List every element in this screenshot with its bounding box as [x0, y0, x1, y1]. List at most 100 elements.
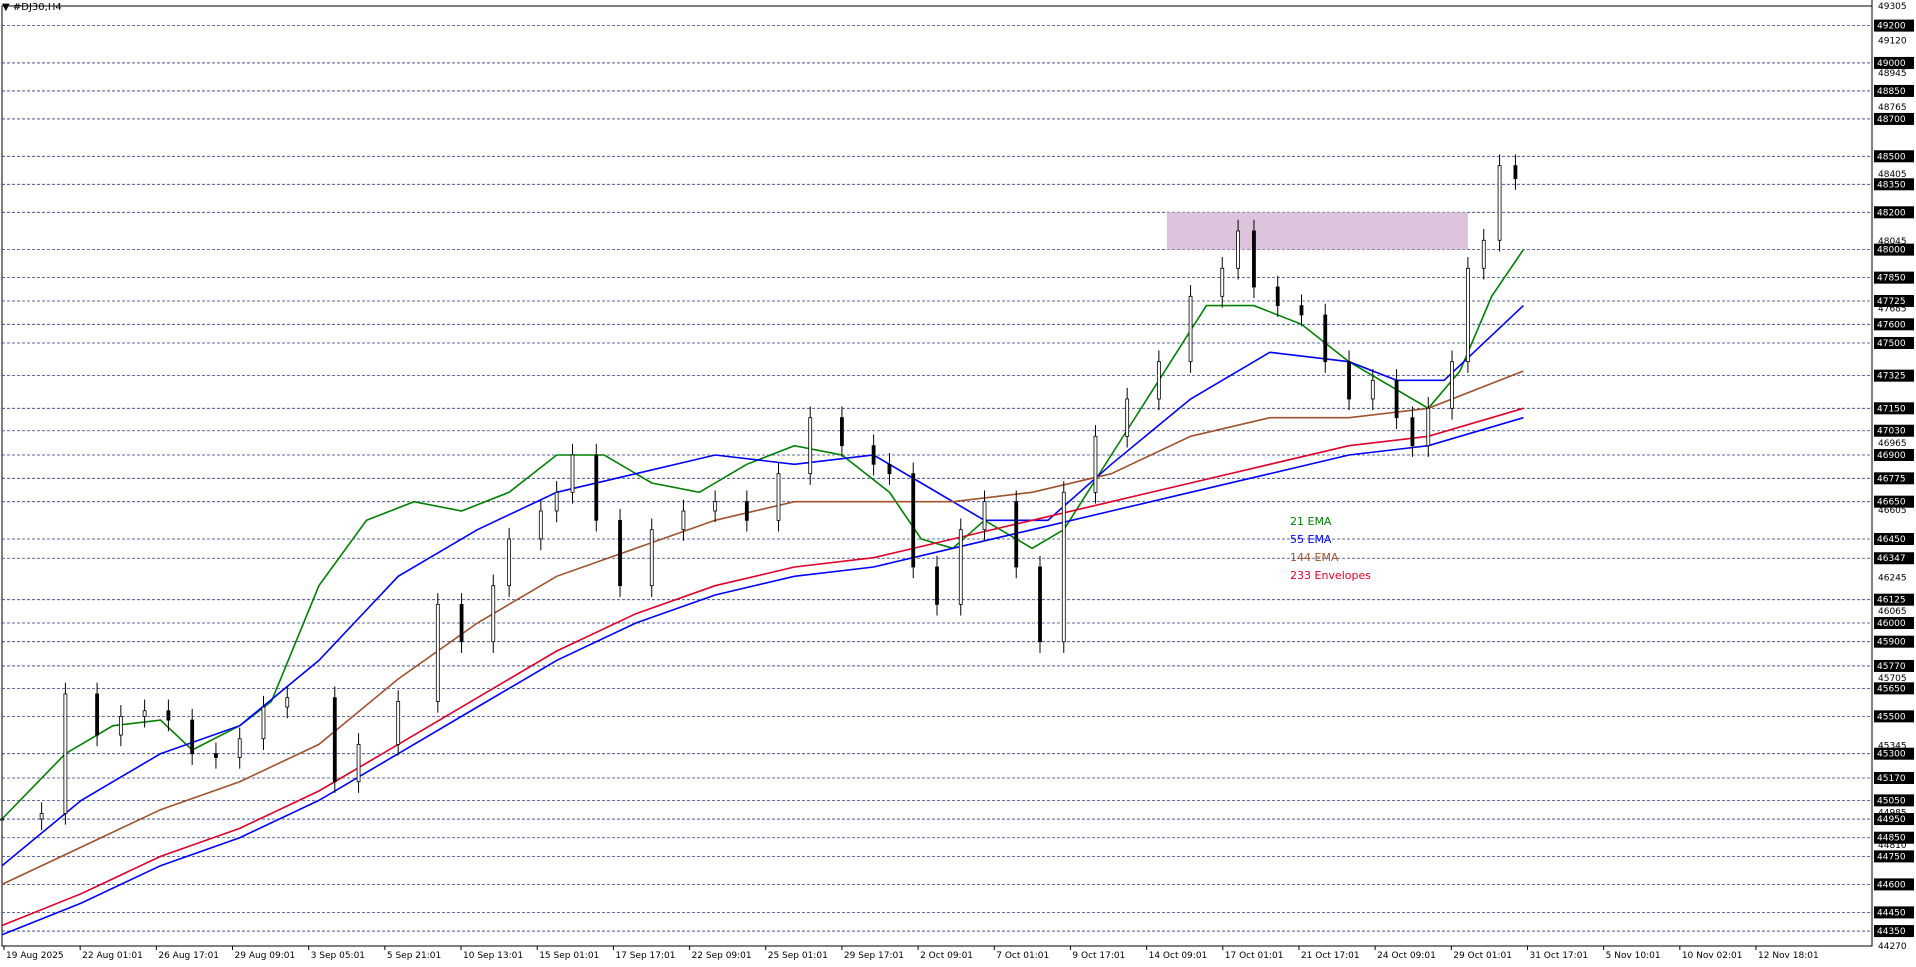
price-tick: 44810	[1878, 841, 1907, 851]
candle-body	[808, 417, 813, 475]
price-label-box	[1874, 424, 1914, 437]
time-label: 29 Oct 01:01	[1453, 951, 1512, 961]
price-tick: 45345	[1878, 741, 1907, 751]
time-label: 10 Sep 13:01	[463, 951, 523, 961]
candle-body	[935, 566, 939, 605]
price-label: 45500	[1877, 712, 1906, 722]
price-label: 46347	[1877, 554, 1906, 564]
candle-body	[332, 697, 337, 783]
price-tick: 45705	[1878, 674, 1907, 684]
candle-body	[1426, 407, 1431, 447]
candle-body	[1125, 398, 1130, 437]
price-label-box	[1874, 206, 1914, 219]
price-label: 44600	[1877, 880, 1906, 890]
legend-label: 55 EMA	[1290, 533, 1332, 546]
time-label: 26 Aug 17:01	[158, 951, 219, 961]
time-label: 10 Nov 02:01	[1682, 951, 1743, 961]
time-label: 22 Sep 09:01	[692, 951, 752, 961]
candle-body	[649, 529, 654, 587]
price-label: 46125	[1877, 596, 1906, 606]
candle-body	[776, 473, 781, 521]
candle-body	[1410, 417, 1415, 447]
price-label-box	[1874, 56, 1914, 69]
price-label-box	[1874, 659, 1914, 672]
price-label-box	[1874, 402, 1914, 415]
price-label: 49000	[1877, 59, 1906, 69]
candle-body	[507, 538, 512, 587]
time-label: 29 Aug 09:01	[235, 951, 296, 961]
series-line-4	[1, 407, 1524, 927]
candle-body	[1236, 230, 1241, 269]
candle-body	[554, 491, 559, 512]
price-label-box	[1874, 925, 1914, 938]
candle-body	[1481, 239, 1486, 269]
candle-body	[356, 743, 361, 783]
price-label-box	[1874, 850, 1914, 863]
candle-body	[1275, 286, 1280, 307]
candle-body	[744, 501, 749, 521]
price-label: 47150	[1877, 404, 1906, 414]
price-label: 48350	[1877, 180, 1906, 190]
candle-body	[1513, 165, 1518, 180]
candle-body	[1497, 165, 1502, 241]
price-label-box	[1874, 771, 1914, 784]
price-tick: 48945	[1878, 69, 1907, 79]
time-label: 9 Oct 17:01	[1072, 951, 1125, 961]
candle-body	[871, 445, 876, 465]
price-tick: 46605	[1878, 506, 1907, 516]
price-label: 44950	[1877, 815, 1906, 825]
candle-body	[1014, 501, 1019, 568]
time-label: 14 Oct 09:01	[1149, 951, 1208, 961]
window-title: #DJ30,H4	[12, 2, 62, 13]
price-label-box	[1874, 794, 1914, 807]
candle-body	[538, 510, 543, 540]
time-label: 2 Oct 09:01	[920, 951, 973, 961]
candle-body	[1220, 267, 1225, 297]
legend-label: 144 EMA	[1290, 551, 1339, 564]
time-label: 17 Oct 01:01	[1225, 951, 1284, 961]
price-label: 44350	[1877, 927, 1906, 937]
price-label: 45300	[1877, 750, 1906, 760]
candle-body	[570, 454, 575, 493]
window-title-bar[interactable]: ▼ #DJ30,H4	[2, 2, 62, 13]
candle-body	[982, 501, 987, 531]
price-label: 48850	[1877, 87, 1906, 97]
resistance-zone	[1166, 212, 1468, 250]
time-label: 31 Oct 17:01	[1529, 951, 1588, 961]
time-label: 5 Sep 21:01	[387, 951, 441, 961]
plot-area	[1, 5, 1873, 947]
candle-body	[1394, 379, 1399, 419]
price-label-box	[1874, 747, 1914, 760]
price-label-box	[1874, 243, 1914, 256]
time-label: 29 Sep 17:01	[844, 951, 904, 961]
time-label: 7 Oct 01:01	[996, 951, 1049, 961]
candle-body	[95, 693, 99, 736]
triangle-down-icon[interactable]: ▼	[2, 2, 10, 13]
time-label: 17 Sep 17:01	[615, 951, 675, 961]
price-label: 46000	[1877, 619, 1906, 629]
price-label-box	[1874, 472, 1914, 485]
candle-body	[63, 693, 68, 814]
candle-body	[1450, 361, 1454, 409]
price-label-box	[1874, 294, 1914, 307]
time-label: 3 Sep 05:01	[311, 951, 365, 961]
price-label-box	[1874, 813, 1914, 826]
price-label: 48500	[1877, 152, 1906, 162]
time-label: 5 Nov 10:01	[1606, 951, 1661, 961]
candle-body	[1252, 230, 1256, 288]
candle-body	[911, 473, 916, 568]
candle-body	[214, 753, 218, 758]
price-label-box	[1874, 84, 1914, 97]
price-label: 47600	[1877, 320, 1906, 330]
price-label: 48200	[1877, 208, 1906, 218]
price-label-box	[1874, 112, 1914, 125]
price-label: 45900	[1877, 638, 1906, 648]
price-label-box	[1874, 682, 1914, 695]
candle-body	[261, 706, 266, 740]
candle-body	[1093, 435, 1098, 493]
price-label: 49200	[1877, 22, 1906, 32]
price-label: 46900	[1877, 451, 1906, 461]
candle-body	[118, 715, 123, 736]
